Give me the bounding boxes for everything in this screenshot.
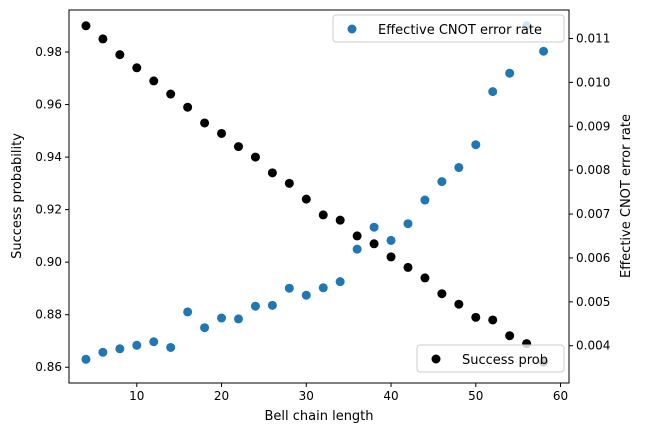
error-rate-point	[284, 283, 294, 293]
error-rate-point	[505, 68, 515, 78]
error-rate-point	[488, 87, 498, 97]
error-rate-point	[539, 46, 549, 56]
left-y-axis-label: Success probability	[10, 133, 25, 259]
success-prob-point	[301, 194, 311, 204]
success-prob-point	[437, 289, 447, 299]
success-prob-point	[369, 239, 379, 249]
success-prob-points	[81, 21, 549, 367]
success-prob-point	[454, 299, 464, 309]
error-rate-point	[267, 300, 277, 310]
error-rate-point	[149, 337, 159, 347]
success-prob-point	[403, 262, 413, 272]
right-y-axis-label: Effective CNOT error rate	[619, 114, 634, 278]
success-prob-point	[132, 63, 142, 73]
success-prob-point	[217, 128, 227, 138]
error-rate-point	[335, 277, 345, 287]
success-prob-point	[352, 231, 362, 241]
left-y-tick-label: 0.94	[35, 150, 62, 164]
success-prob-point	[233, 142, 243, 152]
plot-frame	[68, 9, 570, 384]
legend-success-prob-box	[416, 344, 565, 373]
success-prob-point	[183, 102, 193, 112]
error-rate-point	[183, 307, 193, 317]
error-rate-point	[437, 177, 447, 187]
success-prob-point	[166, 89, 176, 99]
left-y-tick-label: 0.86	[35, 360, 62, 374]
error-rate-point	[81, 354, 91, 364]
success-prob-point	[81, 21, 91, 31]
success-prob-point	[267, 168, 277, 178]
legend-error-rate-box	[332, 14, 565, 43]
legend-success-prob: Success prob	[416, 344, 565, 373]
cnot-error-rate-points	[81, 21, 549, 364]
error-rate-point	[454, 163, 464, 173]
right-y-tick-label: 0.004	[576, 339, 610, 353]
error-rate-point	[166, 342, 176, 352]
error-rate-point	[352, 244, 362, 254]
success-prob-point	[420, 273, 430, 283]
right-y-tick-label: 0.007	[576, 207, 610, 221]
left-y-axis-ticks: 0.86 0.88 0.90 0.92 0.94 0.96 0.98	[35, 45, 69, 374]
left-y-tick-label: 0.92	[35, 203, 62, 217]
error-rate-point	[250, 301, 260, 311]
success-prob-point	[149, 76, 159, 86]
right-y-tick-label: 0.011	[576, 32, 610, 46]
right-y-axis-ticks: 0.004 0.005 0.006 0.007 0.008 0.009 0.010 0.011	[569, 32, 610, 353]
error-rate-point	[403, 219, 413, 229]
error-rate-point	[369, 222, 379, 232]
x-tick-label: 40	[383, 389, 398, 403]
x-tick-label: 60	[553, 389, 568, 403]
success-prob-point	[505, 331, 515, 341]
error-rate-point	[217, 313, 227, 323]
success-prob-point	[471, 312, 481, 322]
right-y-tick-label: 0.006	[576, 251, 610, 265]
success-prob-point	[488, 315, 498, 325]
right-y-tick-label: 0.009	[576, 119, 610, 133]
success-prob-point	[115, 50, 125, 60]
error-rate-point	[471, 140, 481, 150]
success-prob-point	[284, 178, 294, 188]
x-axis-label: Bell chain length	[264, 409, 373, 424]
error-rate-point	[386, 235, 396, 245]
right-y-tick-label: 0.005	[576, 295, 610, 309]
success-prob-point	[386, 252, 396, 262]
error-rate-point	[233, 314, 243, 324]
error-rate-point	[318, 283, 328, 293]
success-prob-point	[335, 215, 345, 225]
error-rate-point	[98, 347, 108, 357]
success-prob-point	[200, 118, 210, 128]
legend-error-rate: Effective CNOT error rate	[332, 14, 565, 43]
left-y-tick-label: 0.96	[35, 98, 62, 112]
error-rate-point	[420, 195, 430, 205]
x-axis-ticks: 10 20 30 40 50 60	[129, 383, 568, 403]
x-tick-label: 30	[299, 389, 314, 403]
left-y-tick-label: 0.90	[35, 255, 62, 269]
error-rate-point	[200, 323, 210, 333]
error-rate-point	[132, 340, 142, 350]
left-y-tick-label: 0.88	[35, 308, 62, 322]
x-tick-label: 50	[468, 389, 483, 403]
error-rate-point	[301, 290, 311, 300]
right-y-tick-label: 0.008	[576, 163, 610, 177]
legend-error-rate-label: Effective CNOT error rate	[378, 23, 542, 38]
legend-success-prob-label: Success prob	[462, 353, 548, 368]
left-y-tick-label: 0.98	[35, 45, 62, 59]
legend-success-prob-marker	[431, 354, 441, 364]
success-prob-point	[250, 152, 260, 162]
legend-error-rate-marker	[347, 24, 357, 34]
x-tick-label: 10	[129, 389, 144, 403]
success-prob-point	[98, 34, 108, 44]
error-rate-point	[115, 344, 125, 354]
right-y-tick-label: 0.010	[576, 75, 610, 89]
success-prob-point	[318, 210, 328, 220]
x-tick-label: 20	[214, 389, 229, 403]
